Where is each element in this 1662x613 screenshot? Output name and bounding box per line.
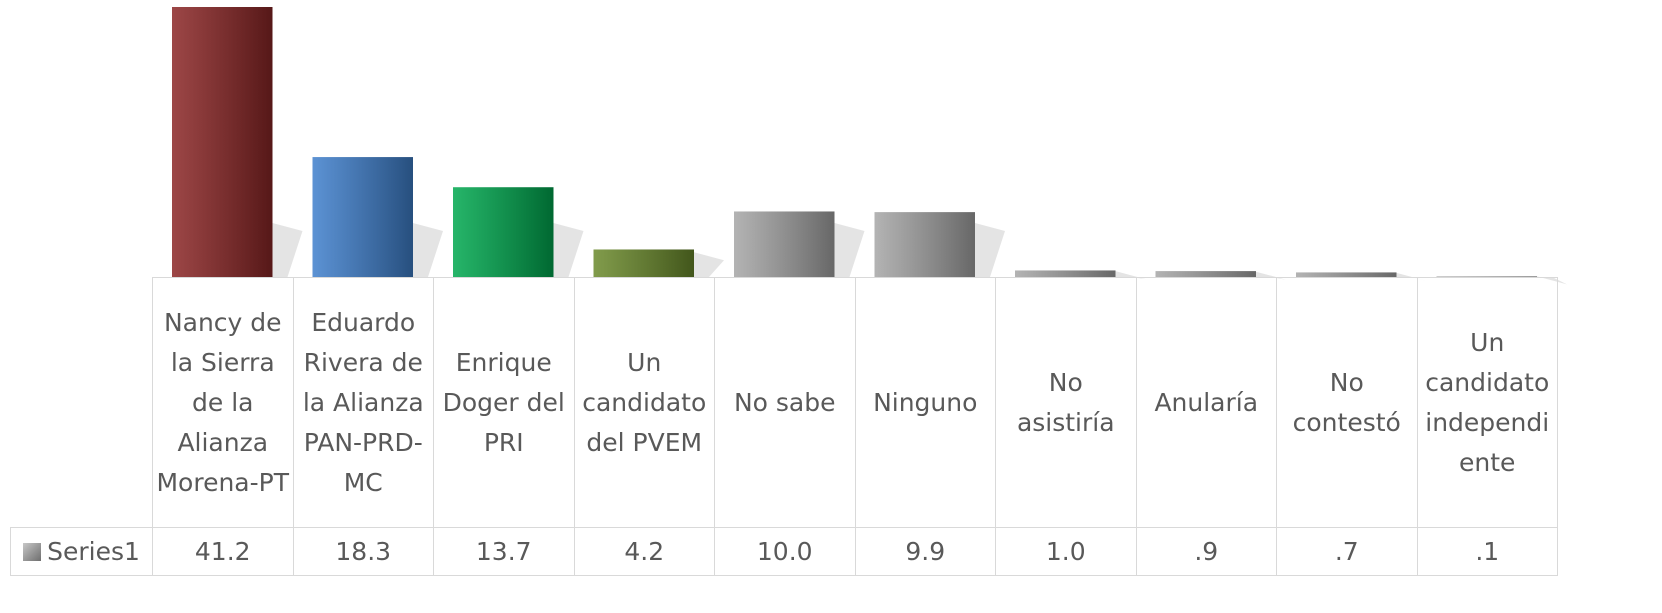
category-cell: No sabe	[714, 277, 856, 528]
bar	[1436, 276, 1537, 277]
category-cell-text: No asistiría	[1016, 367, 1115, 437]
value-cell-text: .1	[1475, 536, 1500, 566]
value-cell-text: 41.2	[194, 536, 251, 566]
category-cell-text: Enrique Doger del PRI	[442, 347, 565, 457]
bar	[593, 249, 694, 277]
bar-shadow	[553, 223, 584, 277]
category-cell: Enrique Doger del PRI	[433, 277, 575, 528]
category-cell: Anularía	[1135, 277, 1277, 528]
bar-shadow	[975, 223, 1005, 277]
category-cell: Un candidato independiente	[1416, 277, 1558, 528]
bar-shadow	[694, 252, 724, 277]
category-cell: Nancy de la Sierra de la Alianza Morena-…	[152, 277, 294, 528]
bar	[1296, 272, 1397, 277]
value-cell: 10.0	[714, 527, 856, 576]
category-cell-text: Nancy de la Sierra de la Alianza Morena-…	[156, 307, 289, 497]
category-cell-text: Anularía	[1154, 387, 1259, 417]
category-cell-text: Un candidato del PVEM	[582, 347, 707, 457]
category-cell: Ninguno	[854, 277, 996, 528]
category-cell: Un candidato del PVEM	[573, 277, 715, 528]
category-cell: No contestó	[1276, 277, 1418, 528]
bar	[172, 7, 273, 277]
value-cell-text: 13.7	[475, 536, 532, 566]
bar	[312, 157, 413, 277]
value-cell: 41.2	[152, 527, 294, 576]
category-cell-text: Eduardo Rivera de la Alianza PAN-PRD-MC	[302, 307, 424, 497]
bar	[1155, 271, 1256, 277]
bar-shadow	[1537, 276, 1567, 285]
value-cell-text: 4.2	[624, 536, 665, 566]
legend-label: Series1	[47, 536, 140, 566]
value-cell: 13.7	[433, 527, 575, 576]
bar	[874, 212, 975, 277]
value-cell-text: .7	[1334, 536, 1359, 566]
bar	[734, 211, 835, 277]
bar-shadow	[1396, 272, 1427, 281]
category-cell-text: Un candidato independiente	[1425, 327, 1550, 477]
category-cell-text: No contestó	[1292, 367, 1401, 437]
value-cell-text: 18.3	[335, 536, 392, 566]
category-cell: No asistiría	[995, 277, 1137, 528]
category-cell: Eduardo Rivera de la Alianza PAN-PRD-MC	[292, 277, 434, 528]
category-cell-text: Ninguno	[873, 387, 978, 417]
bar	[453, 187, 554, 277]
value-cell: 9.9	[854, 527, 996, 576]
value-cell-text: 1.0	[1045, 536, 1086, 566]
bar-shadow	[272, 223, 303, 277]
value-cell: 1.0	[995, 527, 1137, 576]
legend-swatch	[23, 542, 42, 561]
bar	[1015, 270, 1116, 277]
value-cell-text: .9	[1194, 536, 1219, 566]
value-cell: 18.3	[292, 527, 434, 576]
legend-cell: Series1	[10, 527, 153, 576]
value-cell: .9	[1135, 527, 1277, 576]
value-cell: .7	[1276, 527, 1418, 576]
value-cell: .1	[1416, 527, 1558, 576]
value-cell-text: 10.0	[756, 536, 813, 566]
bar-shadow	[413, 223, 443, 277]
value-cell-text: 9.9	[905, 536, 946, 566]
value-cell: 4.2	[573, 527, 715, 576]
bar-shadow	[834, 223, 865, 277]
category-cell-text: No sabe	[733, 387, 836, 417]
